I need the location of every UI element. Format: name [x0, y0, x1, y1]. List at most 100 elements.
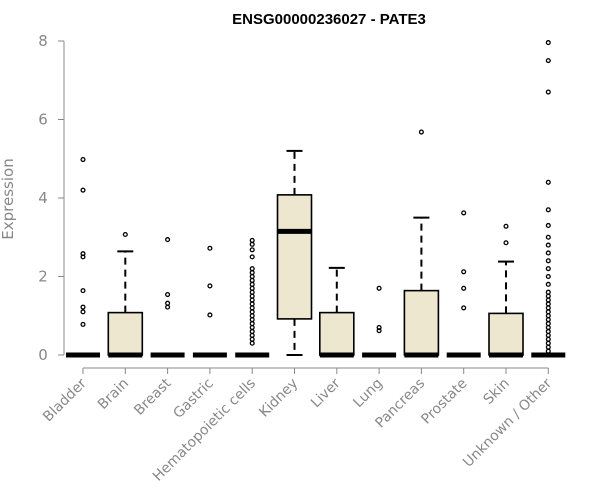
outlier-point — [545, 309, 551, 315]
x-tick-label: Brain — [95, 376, 132, 413]
box-hematopoietic-cells — [235, 237, 270, 358]
y-tick-label: 4 — [38, 189, 48, 207]
outlier-point — [249, 305, 255, 311]
outlier-point — [545, 222, 551, 229]
outlier-point — [545, 328, 551, 335]
x-tick-label: Breast — [131, 375, 175, 419]
outlier-point — [545, 58, 551, 64]
outlier-point — [545, 293, 551, 299]
outlier-point — [249, 293, 255, 299]
x-tick-label: Liver — [308, 375, 344, 411]
x-tick-label: Prostate — [418, 376, 470, 428]
outlier-point — [80, 156, 86, 163]
box-gastric — [192, 245, 227, 358]
y-axis-label: Expression — [0, 158, 17, 239]
outlier-point — [249, 328, 255, 335]
box-kidney — [276, 149, 313, 356]
box-iqr — [276, 194, 313, 320]
outlier-point — [545, 332, 551, 338]
y-tick-label: 2 — [38, 268, 48, 286]
box-group — [66, 40, 566, 358]
outlier-point — [165, 304, 171, 310]
outlier-point — [545, 301, 551, 307]
outlier-point — [418, 129, 424, 135]
outlier-point — [249, 266, 255, 272]
outlier-point — [545, 289, 551, 295]
box-iqr — [488, 312, 524, 356]
outlier-point — [545, 344, 551, 350]
outlier-point — [249, 309, 255, 315]
y-tick-label: 8 — [38, 32, 48, 50]
outlier-point — [80, 251, 86, 257]
outlier-point — [249, 285, 255, 291]
box-breast — [150, 237, 185, 358]
outlier-point — [545, 313, 551, 319]
outlier-point — [545, 305, 551, 311]
x-tick-label: Kidney — [256, 376, 301, 421]
outlier-point — [207, 283, 213, 289]
outlier-point — [249, 273, 255, 280]
box-liver — [318, 266, 355, 358]
outlier-point — [545, 258, 551, 264]
outlier-point — [207, 245, 213, 251]
outlier-point — [249, 313, 255, 319]
outlier-point — [545, 234, 551, 240]
outlier-point — [545, 324, 551, 331]
outlier-point — [207, 312, 213, 318]
y-axis: 0 2 4 6 8 — [38, 32, 65, 364]
outlier-point — [545, 242, 551, 248]
outlier-point — [545, 348, 551, 354]
outlier-point — [249, 237, 255, 243]
outlier-point — [545, 336, 551, 342]
outlier-point — [165, 300, 171, 306]
outlier-point — [249, 336, 255, 342]
outlier-point — [165, 292, 171, 298]
outlier-point — [503, 240, 509, 246]
outlier-point — [122, 231, 128, 238]
outlier-point — [249, 321, 255, 327]
box-bladder — [66, 156, 100, 358]
box-pancreas — [403, 129, 440, 358]
box-prostate — [446, 210, 481, 358]
outlier-point — [249, 297, 255, 303]
outlier-point — [80, 304, 86, 310]
outlier-point — [545, 317, 551, 323]
outlier-point — [545, 40, 551, 46]
outlier-point — [545, 273, 551, 280]
outlier-point — [545, 179, 551, 185]
outlier-point — [503, 223, 509, 229]
outlier-point — [545, 89, 551, 95]
outlier-point — [545, 297, 551, 303]
y-tick-label: 6 — [38, 111, 48, 129]
outlier-point — [461, 285, 467, 291]
box-iqr — [318, 311, 355, 356]
box-iqr — [107, 311, 144, 356]
outlier-point — [249, 317, 255, 323]
x-tick-label: Lung — [350, 376, 385, 411]
outlier-point — [461, 305, 467, 311]
outlier-point — [545, 321, 551, 327]
outlier-point — [376, 328, 382, 334]
outlier-point — [376, 324, 382, 331]
outlier-point — [461, 269, 467, 275]
outlier-point — [249, 332, 255, 338]
outlier-point — [376, 285, 382, 291]
box-brain — [107, 231, 144, 358]
x-tick-label: Bladder — [40, 375, 90, 425]
outlier-point — [249, 324, 255, 331]
box-lung — [362, 285, 397, 358]
outlier-point — [545, 266, 551, 272]
outlier-point — [545, 340, 551, 346]
outlier-point — [80, 321, 86, 327]
outlier-point — [80, 254, 86, 260]
outlier-point — [545, 207, 551, 213]
outlier-point — [80, 187, 86, 193]
outlier-point — [249, 281, 255, 287]
outlier-point — [545, 281, 551, 287]
chart-title: ENSG00000236027 - PATE3 — [232, 11, 426, 28]
box-skin — [488, 223, 524, 358]
outlier-point — [249, 270, 255, 276]
outlier-point — [249, 241, 255, 247]
